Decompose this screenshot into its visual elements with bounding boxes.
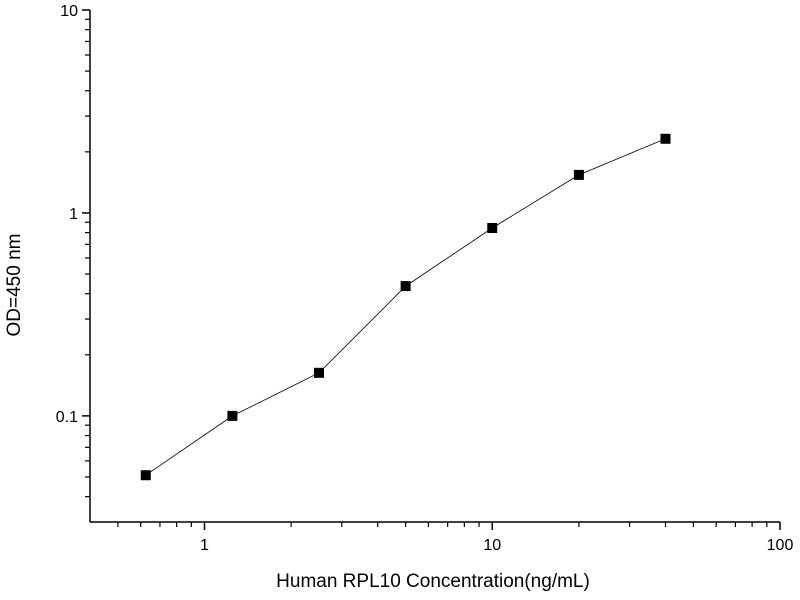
data-point	[400, 281, 411, 292]
data-point	[140, 470, 151, 481]
x-axis-label: Human RPL10 Concentration(ng/mL)	[276, 571, 590, 592]
y-tick-label: 10	[60, 3, 78, 20]
x-tick-label: 1	[200, 537, 209, 554]
y-axis-label: OD=450 nm	[4, 234, 25, 337]
x-tick-label: 100	[767, 537, 794, 554]
data-point	[660, 133, 671, 144]
data-point	[487, 222, 498, 233]
y-tick-label: 0.1	[56, 409, 78, 426]
data-point	[227, 410, 238, 421]
series-line	[145, 138, 666, 476]
x-tick-label: 10	[483, 537, 501, 554]
data-point	[314, 367, 325, 378]
y-tick-label: 1	[69, 206, 78, 223]
data-point	[573, 169, 584, 180]
